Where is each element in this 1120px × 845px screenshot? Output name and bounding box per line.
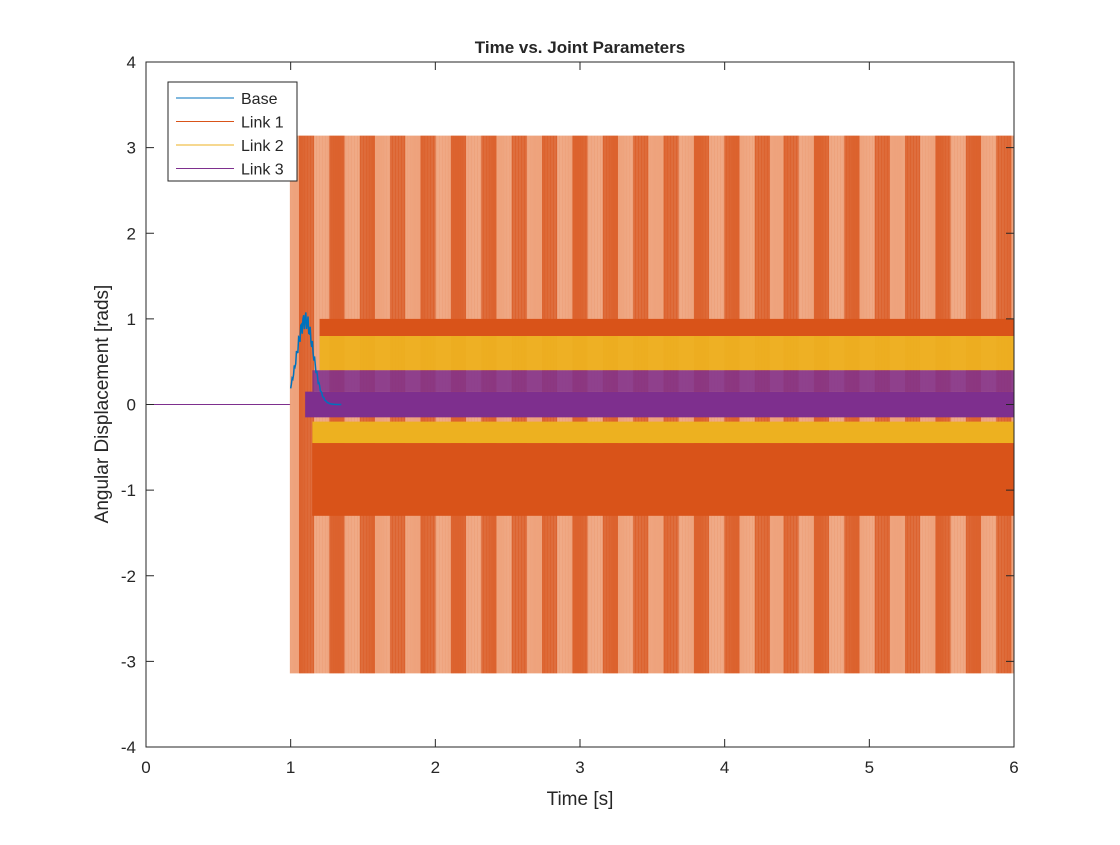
y-tick-label: 3 [127,139,136,158]
link-2-band-lower [312,421,1014,444]
y-tick-label: -2 [121,567,136,586]
y-tick-label: 4 [127,53,136,72]
link-3-band-upper [312,370,1014,392]
y-axis-label: Angular Displacement [rads] [92,285,113,524]
series-link-2 [312,336,1014,444]
base-transient [289,312,342,406]
legend-label: Link 1 [241,115,284,132]
series-base [289,312,342,406]
x-tick-label: 3 [575,758,584,777]
legend-label: Link 3 [241,162,284,179]
y-tick-label: 0 [127,396,136,415]
plot-area [146,135,1014,674]
y-tick-label: -4 [121,738,136,757]
x-tick-label: 5 [865,758,874,777]
legend-label: Link 2 [241,138,284,155]
x-tick-label: 6 [1009,758,1018,777]
x-tick-label: 2 [431,758,440,777]
y-tick-label: 1 [127,310,136,329]
legend-item-base[interactable]: Base [176,91,278,108]
chart-title: Time vs. Joint Parameters [475,38,685,57]
link-1-band-lower [312,443,1014,516]
series-link-3 [305,370,1014,418]
y-tick-label: -3 [121,652,136,671]
legend-item-link-3[interactable]: Link 3 [176,162,284,179]
x-tick-label: 4 [720,758,729,777]
legend-item-link-2[interactable]: Link 2 [176,138,284,155]
legend-item-link-1[interactable]: Link 1 [176,115,284,132]
link-3-band-core [305,391,1014,418]
x-tick-label: 0 [141,758,150,777]
legend-label: Base [241,91,278,108]
x-tick-label: 1 [286,758,295,777]
legend[interactable]: Base Link 1 Link 2 Link 3 [167,81,298,182]
link-2-band-upper [319,336,1014,371]
link-1-band-upper [319,318,1014,336]
y-tick-label: -1 [121,481,136,500]
axis-ticks: 0 1 2 3 4 5 6 -4 -3 -2 -1 0 1 2 3 4 [121,53,1019,777]
y-tick-label: 2 [127,224,136,243]
x-axis-label: Time [s] [547,789,614,810]
